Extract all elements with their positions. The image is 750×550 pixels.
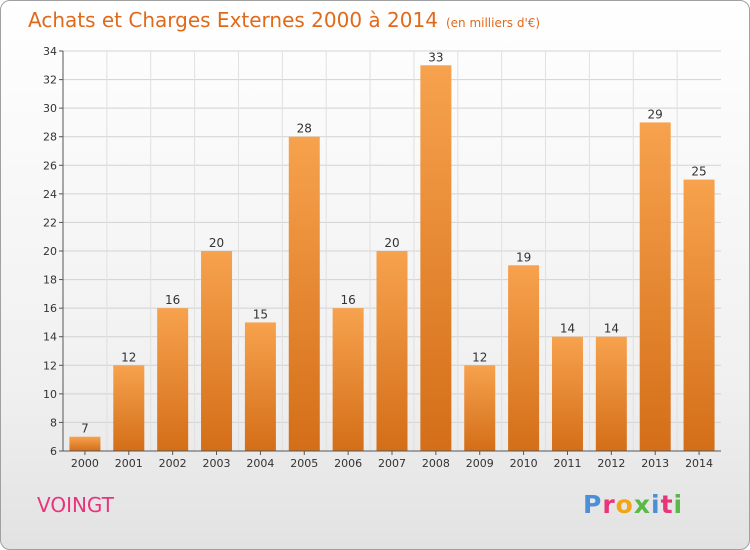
y-tick-label: 14 [43, 331, 57, 344]
x-tick-label-2002: 2002 [159, 457, 187, 470]
y-tick-label: 22 [43, 216, 57, 229]
x-tick-label-2001: 2001 [115, 457, 143, 470]
value-label-2010: 19 [516, 250, 531, 264]
axes: 6 8 10 12 14 16 18 20 22 24 26 28 30 32 34 2000 2001 2002… [43, 45, 721, 470]
x-tick-label-2012: 2012 [597, 457, 625, 470]
bar-2004 [244, 322, 276, 451]
bar-2005 [288, 136, 320, 451]
value-label-2002: 16 [165, 293, 180, 307]
x-tick-label-2005: 2005 [290, 457, 318, 470]
value-label-2014: 25 [691, 165, 706, 179]
value-label-2013: 29 [648, 107, 663, 121]
x-tick-label-2011: 2011 [553, 457, 581, 470]
value-label-2006: 16 [340, 293, 355, 307]
bar-2006 [332, 308, 364, 451]
x-tick-label-2013: 2013 [641, 457, 669, 470]
bar-2002 [157, 308, 189, 451]
logo-letter: r [602, 490, 616, 519]
value-label-2000: 7 [81, 422, 89, 436]
bar-2013 [639, 122, 671, 451]
y-tick-label: 26 [43, 159, 57, 172]
title-text: Achats et Charges Externes 2000 à 2014 [28, 8, 438, 32]
x-tick-label-2008: 2008 [422, 457, 450, 470]
logo-letter: x [633, 490, 651, 519]
x-tick-label-2006: 2006 [334, 457, 362, 470]
logo-letter: t [660, 490, 674, 519]
bar-2010 [508, 265, 540, 451]
y-tick-label: 12 [43, 359, 57, 372]
y-tick-label: 30 [43, 102, 57, 115]
bar-2011 [551, 336, 583, 451]
value-label-2011: 14 [560, 322, 575, 336]
x-tick-label-2003: 2003 [203, 457, 231, 470]
x-tick-label-2014: 2014 [685, 457, 713, 470]
y-tick-label: 28 [43, 131, 57, 144]
y-tick-label: 20 [43, 245, 57, 258]
bar-2000 [69, 436, 101, 451]
bars: 7 12 16 20 15 28 16 20 33 12 19 14 14 29 25 [69, 50, 715, 452]
x-tick-label-2007: 2007 [378, 457, 406, 470]
logo-letter: P [583, 490, 603, 519]
y-tick-label: 32 [43, 74, 57, 87]
chart-title: Achats et Charges Externes 2000 à 2014 (e… [28, 8, 540, 32]
bar-2014 [683, 179, 715, 452]
y-tick-label: 34 [43, 45, 57, 58]
x-tick-label-2000: 2000 [71, 457, 99, 470]
value-label-2001: 12 [121, 350, 136, 364]
logo-letter: i [651, 490, 661, 519]
bar-2009 [464, 365, 496, 451]
commune-name: VOINGT [37, 493, 114, 517]
unit-label: (en milliers d'€) [445, 16, 541, 30]
value-label-2009: 12 [472, 350, 487, 364]
y-tick-label: 6 [50, 445, 57, 458]
y-tick-label: 10 [43, 388, 57, 401]
bar-2001 [113, 365, 145, 451]
proxiti-logo: Proxiti [583, 490, 683, 519]
bar-2012 [595, 336, 627, 451]
bar-2007 [376, 251, 408, 451]
bar-2008 [420, 65, 452, 452]
value-label-2005: 28 [297, 122, 312, 136]
y-tick-label: 18 [43, 274, 57, 287]
value-label-2008: 33 [428, 50, 443, 64]
value-label-2003: 20 [209, 236, 224, 250]
y-tick-label: 8 [50, 416, 57, 429]
value-label-2007: 20 [384, 236, 399, 250]
value-label-2004: 15 [253, 307, 268, 321]
logo-letter: o [615, 490, 634, 519]
y-tick-label: 16 [43, 302, 57, 315]
x-tick-label-2010: 2010 [510, 457, 538, 470]
y-tick-label: 24 [43, 188, 57, 201]
x-tick-label-2004: 2004 [246, 457, 274, 470]
value-label-2012: 14 [604, 322, 619, 336]
logo-letter: i [673, 490, 684, 519]
x-tick-label-2009: 2009 [466, 457, 494, 470]
bar-2003 [201, 251, 233, 451]
